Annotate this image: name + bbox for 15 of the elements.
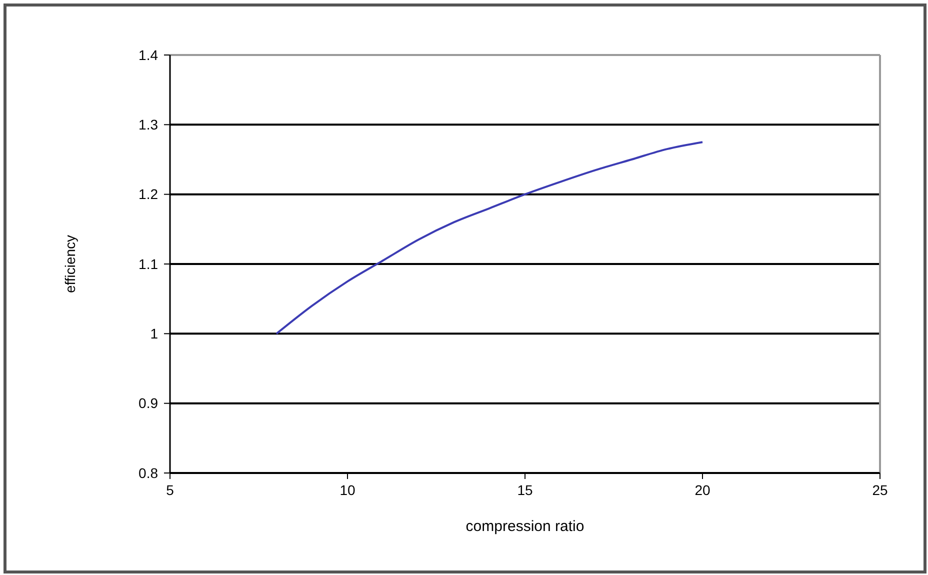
y-tick-label: 1.3: [138, 116, 158, 133]
x-tick-label: 5: [166, 482, 174, 498]
x-tick-label: 10: [340, 482, 356, 498]
y-tick-label: 1: [150, 326, 158, 342]
y-tick-label: 1.4: [138, 46, 158, 63]
line-series: [276, 141, 704, 335]
x-axis-title: compression ratio: [466, 518, 584, 535]
y-tick-label: 0.9: [138, 395, 158, 412]
y-tick-label: 0.8: [138, 464, 158, 481]
y-tick-label: 1.1: [138, 256, 158, 272]
y-axis-title: efficiency: [62, 234, 78, 294]
y-tick-label: 1.2: [138, 186, 158, 202]
x-tick-label: 20: [694, 482, 710, 498]
x-tick-label: 25: [872, 482, 888, 498]
x-tick-label: 15: [517, 482, 533, 498]
